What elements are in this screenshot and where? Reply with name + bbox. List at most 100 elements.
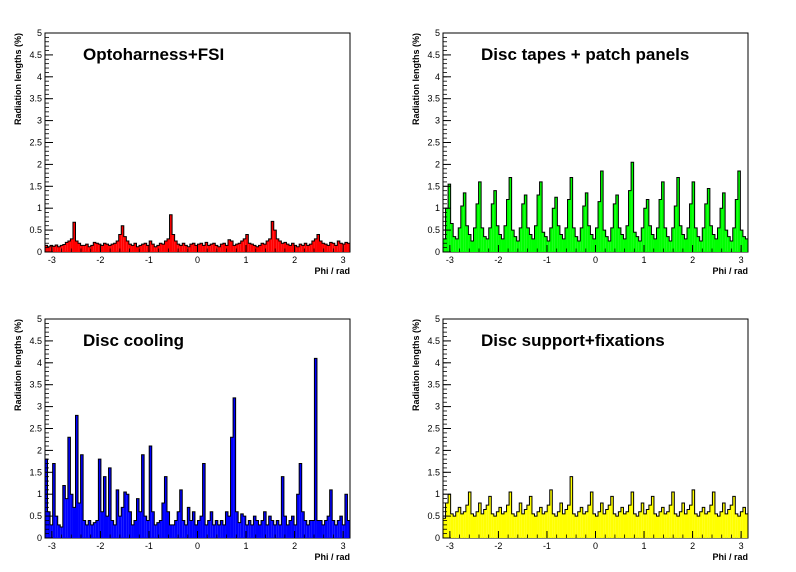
histogram-bar bbox=[78, 243, 81, 252]
histogram-bar bbox=[78, 502, 81, 538]
histogram-bar bbox=[169, 214, 173, 252]
histogram-bar bbox=[740, 230, 743, 252]
histogram-bar bbox=[184, 524, 188, 538]
y-tick-label: 5 bbox=[37, 28, 42, 38]
histogram-bar bbox=[516, 241, 520, 252]
histogram-bar bbox=[641, 502, 644, 538]
histogram-bar bbox=[207, 520, 211, 538]
histogram-bar bbox=[709, 225, 713, 252]
histogram-bar bbox=[501, 238, 504, 252]
histogram-bar bbox=[504, 225, 507, 252]
y-tick-label: 1.5 bbox=[29, 181, 42, 191]
y-tick-label: 4 bbox=[435, 358, 440, 368]
histogram-bar bbox=[453, 516, 456, 538]
histogram-bar bbox=[271, 221, 274, 252]
histogram-bar bbox=[473, 516, 477, 538]
histogram-bar bbox=[709, 505, 713, 538]
histogram-bar bbox=[496, 511, 499, 538]
y-tick-label: 0 bbox=[37, 533, 42, 543]
histogram-bar bbox=[460, 513, 464, 538]
histogram-bar bbox=[643, 513, 647, 538]
histogram-bar bbox=[577, 511, 581, 538]
histogram-outline bbox=[44, 357, 351, 538]
histogram-bar bbox=[133, 520, 137, 538]
x-axis-label: Phi / rad bbox=[712, 552, 748, 562]
histogram-bar bbox=[689, 203, 693, 252]
y-axis-label: Radiation lengths (%) bbox=[411, 33, 421, 125]
histogram-bar bbox=[481, 513, 484, 538]
histogram-bar bbox=[205, 242, 208, 252]
histogram-bar bbox=[712, 234, 715, 252]
histogram-bar bbox=[90, 245, 94, 252]
histogram-bar bbox=[52, 463, 56, 538]
x-tick-label: -3 bbox=[446, 255, 454, 265]
histogram-bar bbox=[187, 507, 190, 538]
histogram-bar bbox=[465, 505, 469, 538]
histogram-bar bbox=[225, 511, 228, 538]
histogram-bar bbox=[159, 243, 162, 252]
histogram-bar bbox=[453, 236, 456, 252]
histogram-bar bbox=[141, 454, 145, 538]
histogram-bar bbox=[85, 244, 89, 252]
plot-frame bbox=[442, 318, 749, 539]
histogram-bar bbox=[620, 507, 624, 538]
histogram-bar bbox=[653, 238, 657, 252]
histogram-bar bbox=[197, 520, 201, 538]
histogram-bar bbox=[314, 238, 317, 252]
histogram-bar bbox=[722, 502, 726, 538]
histogram-bar bbox=[103, 243, 106, 252]
histogram-bar bbox=[570, 476, 573, 538]
histogram-bar bbox=[291, 243, 295, 252]
histogram-bar bbox=[202, 463, 206, 538]
histogram-bar bbox=[263, 511, 267, 538]
histogram-bar bbox=[745, 513, 748, 538]
y-tick-label: 3.5 bbox=[29, 94, 42, 104]
y-tick-label: 3 bbox=[37, 402, 42, 412]
y-tick-label: 3.5 bbox=[427, 380, 440, 390]
histogram-bar bbox=[671, 227, 675, 252]
histogram-bar bbox=[618, 227, 621, 252]
histogram-bar bbox=[486, 238, 489, 252]
histogram-bar bbox=[470, 241, 474, 252]
histogram-bar bbox=[699, 511, 703, 538]
histogram-bar bbox=[334, 245, 338, 252]
histogram-bar bbox=[509, 177, 512, 252]
histogram-bar bbox=[299, 244, 302, 252]
y-tick-label: 2.5 bbox=[427, 138, 440, 148]
histogram-bar bbox=[258, 524, 262, 538]
histogram-bar bbox=[615, 516, 619, 538]
histogram-bar bbox=[128, 511, 132, 538]
y-tick-label: 0.5 bbox=[427, 225, 440, 235]
histogram-bar bbox=[337, 520, 340, 538]
histogram-bar bbox=[263, 244, 267, 252]
histogram-outline bbox=[442, 161, 749, 252]
histogram-bar bbox=[486, 505, 489, 538]
histogram-bars bbox=[443, 476, 748, 538]
histogram-outline bbox=[44, 214, 351, 252]
histogram-bar bbox=[174, 520, 178, 538]
histogram-bar bbox=[93, 522, 96, 538]
histogram-bar bbox=[580, 507, 583, 538]
histogram-bar bbox=[255, 520, 259, 538]
histogram-bar bbox=[278, 241, 282, 252]
histogram-bar bbox=[577, 241, 581, 252]
histogram-bar bbox=[50, 524, 53, 538]
histogram-bar bbox=[483, 509, 487, 538]
histogram-bars bbox=[45, 214, 350, 252]
histogram-bar bbox=[704, 513, 708, 538]
histogram-bar bbox=[610, 227, 614, 252]
x-tick-label: 0 bbox=[195, 255, 200, 265]
histogram-bar bbox=[603, 513, 606, 538]
histogram-bar bbox=[674, 513, 677, 538]
histogram-bar bbox=[712, 492, 715, 538]
histogram-bar bbox=[342, 244, 345, 252]
histogram-bar bbox=[659, 511, 662, 538]
histogram-bar bbox=[554, 516, 558, 538]
histogram-bar bbox=[681, 502, 685, 538]
histogram-bar bbox=[167, 238, 170, 252]
histogram-bar bbox=[448, 184, 451, 252]
histogram-bar bbox=[266, 241, 269, 252]
histogram-bar bbox=[235, 511, 239, 538]
histogram-bar bbox=[620, 234, 624, 252]
